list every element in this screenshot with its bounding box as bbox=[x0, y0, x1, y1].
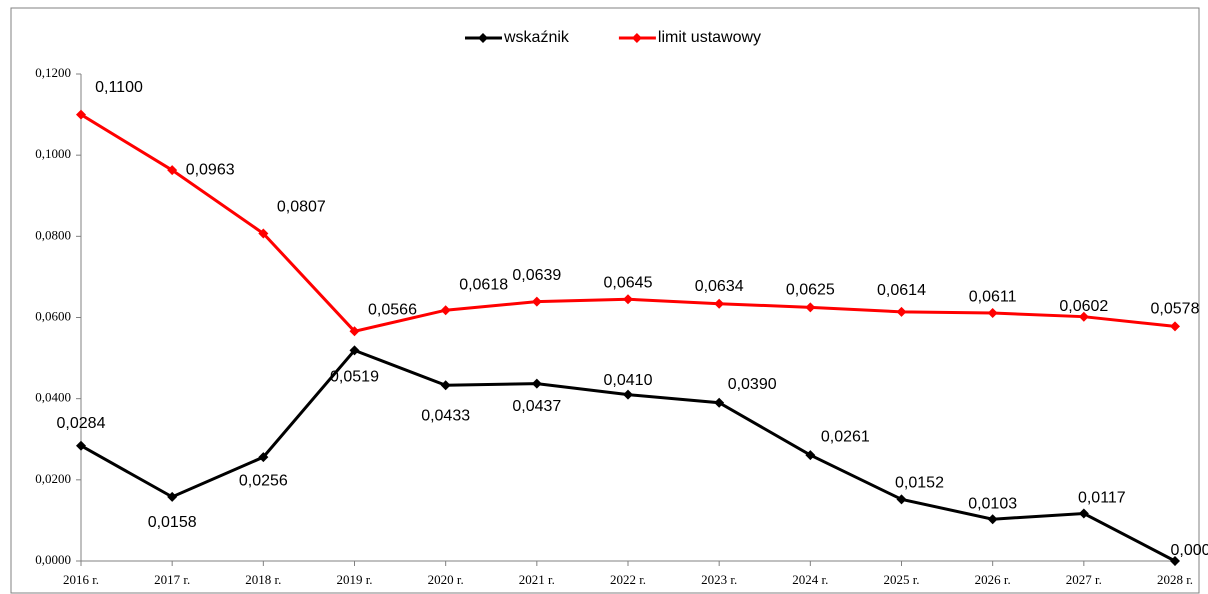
data-point bbox=[1078, 311, 1089, 322]
x-tick-label: 2027 r. bbox=[1066, 572, 1102, 587]
x-tick-label: 2028 r. bbox=[1157, 572, 1193, 587]
data-point bbox=[258, 228, 269, 239]
data-label: 0,0261 bbox=[821, 428, 870, 445]
data-point bbox=[167, 491, 178, 502]
y-tick-label: 0,0600 bbox=[35, 308, 71, 323]
x-tick-label: 2017 r. bbox=[154, 572, 190, 587]
data-label: 0,0152 bbox=[895, 475, 944, 492]
data-point bbox=[76, 109, 86, 120]
data-label: 0,0611 bbox=[969, 288, 1017, 305]
data-point bbox=[896, 306, 907, 317]
y-tick-label: 0,1000 bbox=[35, 146, 71, 161]
data-label: 0,0578 bbox=[1151, 301, 1200, 318]
data-label: 0,0410 bbox=[604, 372, 653, 389]
data-label: 0,0256 bbox=[239, 472, 288, 489]
y-tick-label: 0,0400 bbox=[35, 390, 71, 405]
x-tick-label: 2016 r. bbox=[63, 572, 99, 587]
data-label: 0,0807 bbox=[277, 199, 326, 216]
x-tick-label: 2021 r. bbox=[519, 572, 555, 587]
data-label: 0,0437 bbox=[512, 398, 561, 415]
x-tick-label: 2023 r. bbox=[701, 572, 737, 587]
data-point bbox=[76, 440, 86, 451]
data-label: 0,0000 bbox=[1171, 542, 1208, 559]
data-point bbox=[805, 302, 816, 313]
data-label: 0,0519 bbox=[330, 369, 379, 386]
data-point bbox=[714, 298, 725, 309]
data-point bbox=[440, 380, 451, 391]
data-label: 0,0103 bbox=[968, 495, 1017, 512]
data-point bbox=[805, 450, 816, 461]
data-point bbox=[1170, 556, 1180, 566]
legend-marker bbox=[478, 33, 488, 43]
legend-label: limit ustawowy bbox=[658, 29, 761, 46]
x-tick-label: 2020 r. bbox=[428, 572, 464, 587]
data-label: 0,0634 bbox=[695, 278, 744, 295]
x-tick-label: 2026 r. bbox=[975, 572, 1011, 587]
data-point bbox=[1078, 508, 1089, 519]
y-tick-label: 0,0200 bbox=[35, 471, 71, 486]
data-label: 0,0639 bbox=[512, 267, 561, 284]
data-point bbox=[531, 296, 542, 307]
data-label: 0,0284 bbox=[57, 415, 106, 432]
data-point bbox=[987, 514, 998, 525]
y-tick-label: 0,0000 bbox=[35, 552, 71, 567]
data-point bbox=[623, 389, 633, 400]
data-point bbox=[714, 397, 725, 408]
data-label: 0,0625 bbox=[786, 282, 835, 299]
data-point bbox=[349, 345, 360, 356]
x-tick-label: 2018 r. bbox=[245, 572, 281, 587]
x-tick-label: 2024 r. bbox=[792, 572, 828, 587]
data-label: 0,0614 bbox=[877, 282, 926, 299]
x-tick-label: 2019 r. bbox=[336, 572, 372, 587]
data-label: 0,0602 bbox=[1059, 298, 1108, 315]
data-label: 0,1100 bbox=[95, 79, 143, 96]
data-label: 0,0566 bbox=[368, 302, 417, 319]
data-point bbox=[1170, 321, 1180, 332]
y-tick-label: 0,0800 bbox=[35, 227, 71, 242]
data-label: 0,0390 bbox=[728, 376, 777, 393]
data-point bbox=[349, 326, 360, 337]
data-label: 0,0433 bbox=[421, 407, 470, 424]
data-point bbox=[987, 308, 998, 319]
data-point bbox=[440, 305, 451, 316]
legend-label: wskaźnik bbox=[503, 29, 570, 46]
x-tick-label: 2025 r. bbox=[883, 572, 919, 587]
x-tick-label: 2022 r. bbox=[610, 572, 646, 587]
data-label: 0,0117 bbox=[1078, 490, 1126, 507]
data-label: 0,0645 bbox=[604, 274, 653, 291]
data-point bbox=[896, 494, 907, 505]
data-point bbox=[258, 452, 269, 463]
data-point bbox=[167, 165, 178, 176]
data-point bbox=[531, 378, 542, 389]
data-point bbox=[623, 294, 633, 305]
y-tick-label: 0,1200 bbox=[35, 65, 71, 80]
legend-marker bbox=[631, 33, 642, 43]
data-label: 0,0963 bbox=[186, 161, 235, 178]
data-label: 0,0158 bbox=[148, 514, 197, 531]
data-label: 0,0618 bbox=[459, 276, 508, 293]
